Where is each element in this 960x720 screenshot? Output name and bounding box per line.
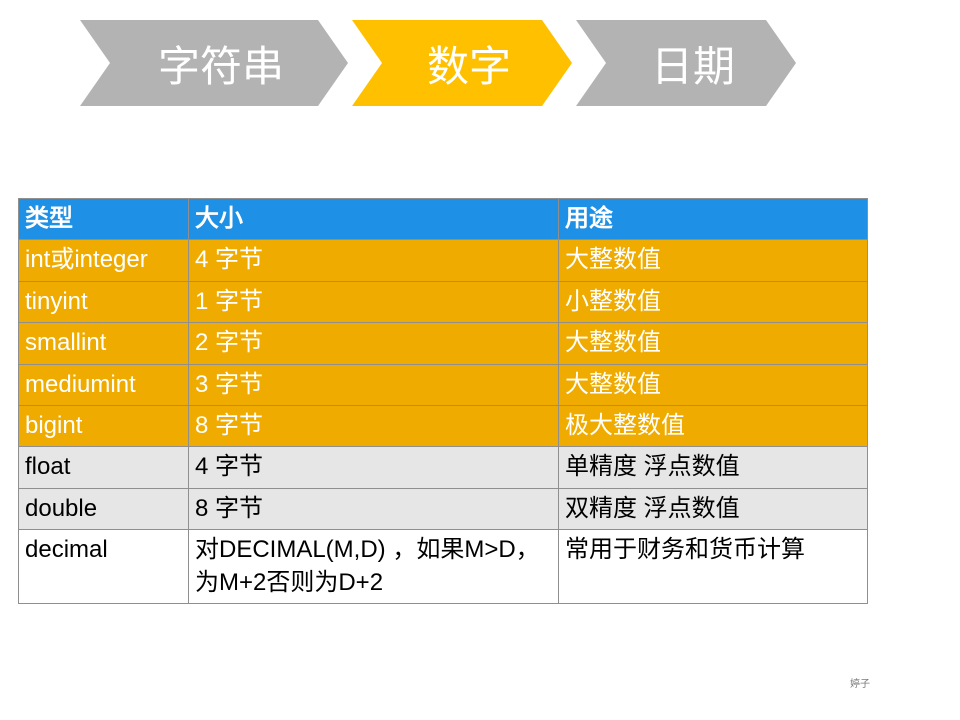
table-cell: 对DECIMAL(M,D) ，如果M>D，为M+2否则为D+2: [189, 530, 559, 604]
table-cell: double: [19, 488, 189, 529]
table-cell: 常用于财务和货币计算: [559, 530, 868, 604]
table-cell: smallint: [19, 323, 189, 364]
table-cell: mediumint: [19, 364, 189, 405]
table-row: double8 字节双精度 浮点数值: [19, 488, 868, 529]
table-cell: tinyint: [19, 281, 189, 322]
table-cell: 极大整数值: [559, 405, 868, 446]
table-row: decimal对DECIMAL(M,D) ，如果M>D，为M+2否则为D+2常用…: [19, 530, 868, 604]
table-cell: float: [19, 447, 189, 488]
table-row: mediumint3 字节大整数值: [19, 364, 868, 405]
table-cell: 大整数值: [559, 240, 868, 281]
table-row: int或integer4 字节大整数值: [19, 240, 868, 281]
table-row: bigint8 字节极大整数值: [19, 405, 868, 446]
table-cell: 2 字节: [189, 323, 559, 364]
table-cell: decimal: [19, 530, 189, 604]
table-cell: 8 字节: [189, 405, 559, 446]
nav-chevron-label: 数字: [427, 33, 511, 94]
table-cell: 小整数值: [559, 281, 868, 322]
data-type-table: 类型大小用途 int或integer4 字节大整数值tinyint1 字节小整数…: [18, 198, 868, 604]
nav-chevron-0[interactable]: 字符串: [80, 20, 348, 106]
table-cell: 8 字节: [189, 488, 559, 529]
footer-author: 婷子: [850, 675, 870, 690]
table-cell: 双精度 浮点数值: [559, 488, 868, 529]
table-header-row: 类型大小用途: [19, 199, 868, 240]
nav-chevron-label: 日期: [651, 33, 735, 94]
table-cell: 大整数值: [559, 323, 868, 364]
breadcrumb-chevron-nav: 字符串 数字 日期: [80, 18, 800, 108]
table-header-cell: 大小: [189, 199, 559, 240]
table-cell: bigint: [19, 405, 189, 446]
table-row: float4 字节单精度 浮点数值: [19, 447, 868, 488]
table-cell: 大整数值: [559, 364, 868, 405]
table-cell: 4 字节: [189, 447, 559, 488]
table-row: smallint2 字节大整数值: [19, 323, 868, 364]
table-row: tinyint1 字节小整数值: [19, 281, 868, 322]
table-cell: 4 字节: [189, 240, 559, 281]
nav-chevron-label: 字符串: [158, 33, 284, 94]
nav-chevron-1[interactable]: 数字: [352, 20, 572, 106]
table-cell: 1 字节: [189, 281, 559, 322]
table-cell: int或integer: [19, 240, 189, 281]
table-header-cell: 类型: [19, 199, 189, 240]
table-cell: 3 字节: [189, 364, 559, 405]
data-type-table-container: 类型大小用途 int或integer4 字节大整数值tinyint1 字节小整数…: [18, 198, 868, 604]
nav-chevron-2[interactable]: 日期: [576, 20, 796, 106]
table-header-cell: 用途: [559, 199, 868, 240]
table-cell: 单精度 浮点数值: [559, 447, 868, 488]
